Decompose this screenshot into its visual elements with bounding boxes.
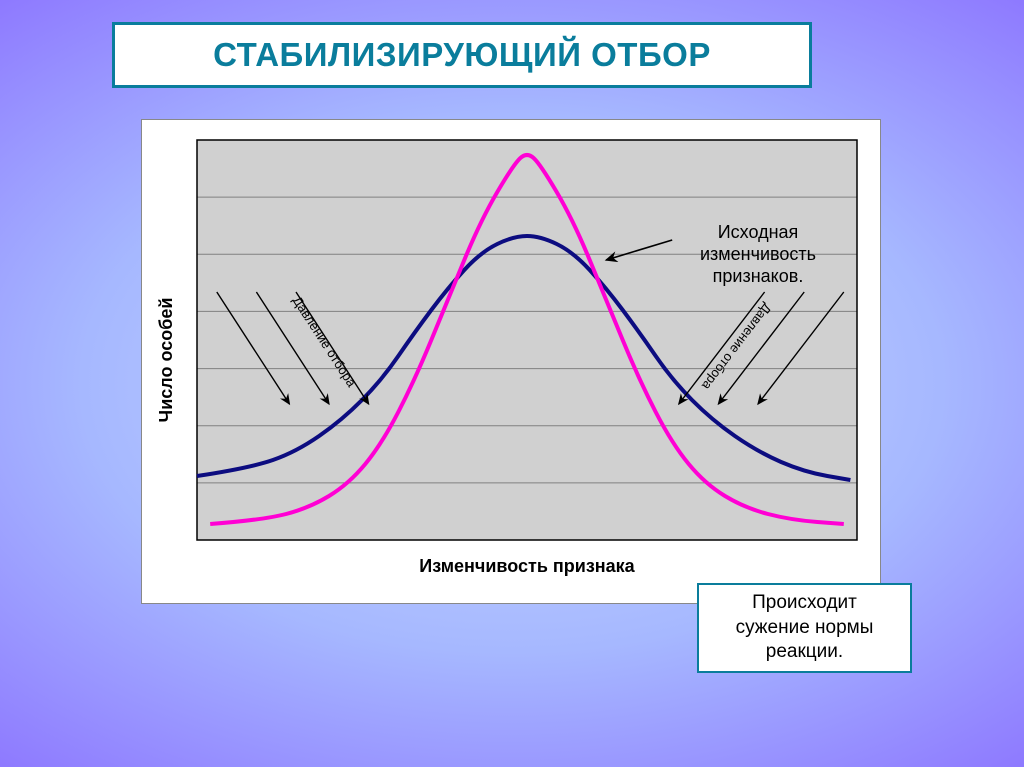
chart-svg: Давление отбораДавление отбораИсходнаяиз… [142, 120, 880, 603]
svg-text:Изменчивость признака: Изменчивость признака [419, 556, 635, 576]
title-box: СТАБИЛИЗИРУЮЩИЙ ОТБОР [112, 22, 812, 88]
caption-line1: Происходит [752, 592, 857, 613]
callout-label: Исходная [718, 222, 799, 242]
svg-text:изменчивость: изменчивость [700, 244, 816, 264]
chart-container: Давление отбораДавление отбораИсходнаяиз… [141, 119, 881, 604]
slide: СТАБИЛИЗИРУЮЩИЙ ОТБОР Давление отбораДав… [0, 0, 1024, 767]
svg-text:признаков.: признаков. [713, 266, 804, 286]
title-text: СТАБИЛИЗИРУЮЩИЙ ОТБОР [213, 36, 711, 74]
caption-box: Происходит сужение нормы реакции. [697, 583, 912, 673]
svg-text:Число особей: Число особей [156, 298, 176, 423]
caption-text: Происходит сужение нормы реакции. [736, 591, 874, 665]
caption-line2: сужение нормы [736, 617, 874, 638]
caption-line3: реакции. [766, 641, 843, 662]
